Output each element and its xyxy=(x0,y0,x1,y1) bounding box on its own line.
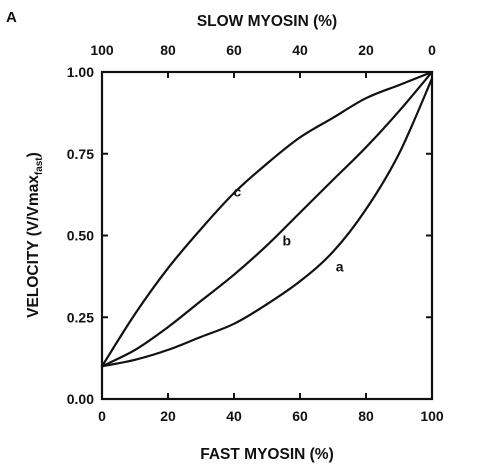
curve-label-c: c xyxy=(233,183,241,199)
tick-marks xyxy=(101,71,433,400)
panel-label: A xyxy=(6,9,17,26)
curve-label-a: a xyxy=(336,258,344,274)
curves xyxy=(100,70,434,368)
x2-tick-label: 0 xyxy=(428,42,436,58)
y-tick-label: 0.00 xyxy=(67,391,94,407)
x-tick-label: 0 xyxy=(98,408,106,424)
x2-tick-label: 80 xyxy=(160,42,176,58)
y-tick-label: 1.00 xyxy=(67,64,94,80)
y-tick-label: 0.25 xyxy=(67,309,94,325)
top-tick-labels: 100 80 60 40 20 0 xyxy=(90,42,436,58)
x-tick-label: 20 xyxy=(160,408,176,424)
x-axis-title: FAST MYOSIN (%) xyxy=(200,446,333,463)
y-tick-label: 0.50 xyxy=(67,228,94,244)
x-tick-label: 60 xyxy=(292,408,308,424)
curve-label-b: b xyxy=(283,232,292,248)
curve-b xyxy=(100,70,434,368)
y-axis-title-close: ) xyxy=(25,152,42,157)
y-tick-label: 0.75 xyxy=(67,146,94,162)
y-axis-title-subscript: fast xyxy=(34,157,45,175)
x2-tick-label: 60 xyxy=(226,42,242,58)
curve-a xyxy=(100,77,434,368)
y-axis-title-main: VELOCITY (V/Vmax xyxy=(25,175,42,318)
x-tick-label: 40 xyxy=(226,408,242,424)
x-tick-labels: 0 20 40 60 80 100 xyxy=(98,408,444,424)
x2-tick-label: 20 xyxy=(358,42,374,58)
x2-tick-label: 40 xyxy=(292,42,308,58)
y-tick-labels: 0.00 0.25 0.50 0.75 1.00 xyxy=(67,64,94,407)
curve-labels: a b c xyxy=(233,183,343,274)
curve-c xyxy=(100,70,434,368)
x-tick-label: 100 xyxy=(420,408,444,424)
plot-frame xyxy=(100,70,434,401)
y-axis-title: VELOCITY (V/Vmaxfast) xyxy=(25,152,45,318)
x-tick-label: 80 xyxy=(358,408,374,424)
top-axis-title: SLOW MYOSIN (%) xyxy=(197,13,337,30)
x2-tick-label: 100 xyxy=(90,42,114,58)
